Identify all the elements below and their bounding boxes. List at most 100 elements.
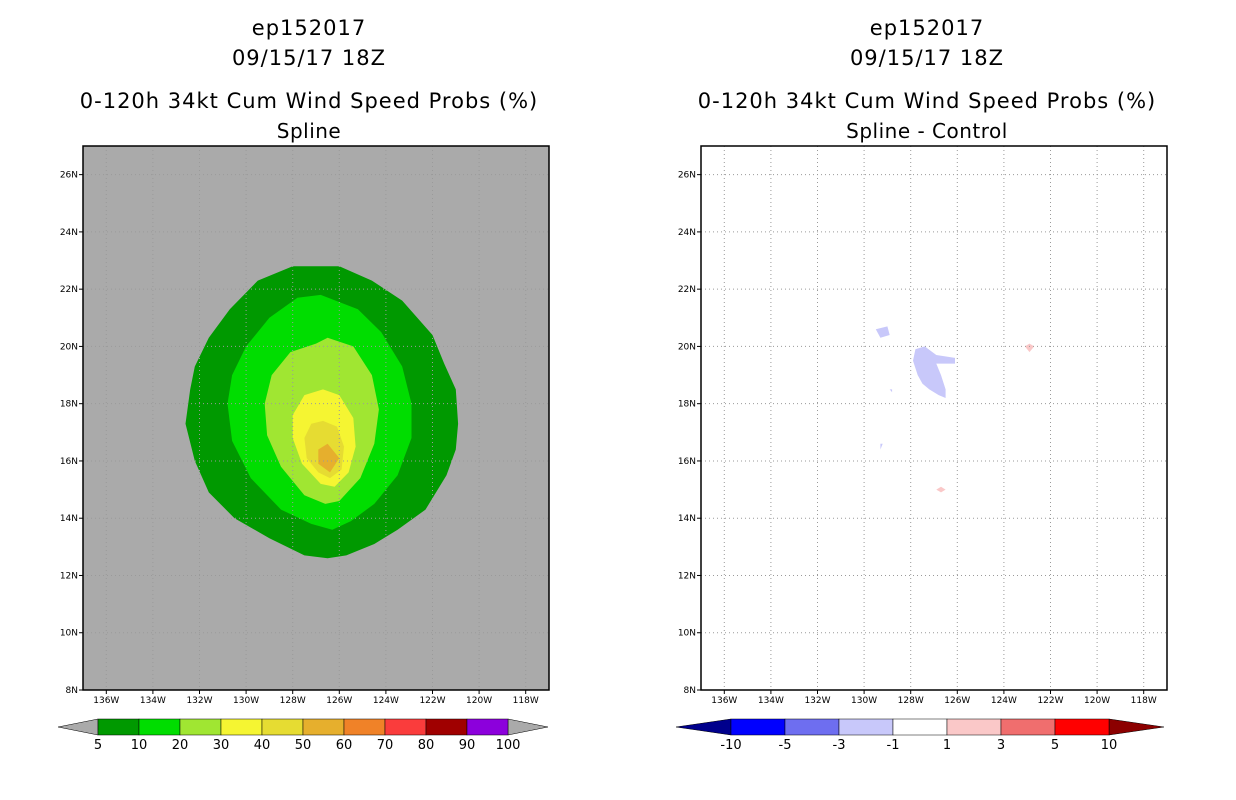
colorbar-label: 3 xyxy=(997,738,1005,753)
y-tick-label: 18N xyxy=(60,400,78,410)
colorbar-label: 10 xyxy=(131,738,148,753)
y-tick-label: 24N xyxy=(60,228,78,238)
colorbar-arrow-high xyxy=(507,718,549,736)
datetime-label: 09/15/17 18Z xyxy=(849,46,1005,70)
colorbar-swatch xyxy=(179,718,222,736)
colorbar-swatch xyxy=(384,718,427,736)
colorbar-label: -1 xyxy=(887,738,900,753)
y-tick-label: 20N xyxy=(60,342,78,352)
x-tick-label: 120W xyxy=(466,696,492,706)
y-tick-label: 24N xyxy=(678,228,696,238)
y-tick-label: 8N xyxy=(684,686,696,696)
difference-map: 136W 134W 132W 130W 128W 126W 124W 122W 120W 118W… xyxy=(675,145,1168,753)
chart-title: 0-120h 34kt Cum Wind Speed Probs (%) xyxy=(697,89,1157,113)
colorbar-label: 20 xyxy=(172,738,189,753)
colorbar-label: -3 xyxy=(833,738,846,753)
colorbar-swatch xyxy=(97,718,140,736)
colorbar-swatch xyxy=(1000,718,1056,736)
colorbar-label: 90 xyxy=(459,738,476,753)
colorbar-label: 100 xyxy=(496,738,521,753)
y-tick-label: 12N xyxy=(60,571,78,581)
y-tick-label: 22N xyxy=(678,285,696,295)
plot-background xyxy=(701,146,1167,690)
x-tick-label: 134W xyxy=(140,696,166,706)
x-tick-label: 118W xyxy=(1131,696,1157,706)
contour-region-neg1 xyxy=(913,346,955,398)
x-tick-label: 124W xyxy=(991,696,1017,706)
colorbar-swatch xyxy=(261,718,304,736)
colorbar-swatch xyxy=(1054,718,1110,736)
colorbar-swatch xyxy=(138,718,181,736)
x-tick-label: 124W xyxy=(373,696,399,706)
colorbar-label: 60 xyxy=(336,738,353,753)
colorbar-label: 50 xyxy=(295,738,312,753)
chart-subtitle: Spline xyxy=(276,119,342,143)
colorbar-swatch xyxy=(784,718,840,736)
x-tick-label: 126W xyxy=(944,696,970,706)
colorbar-arrow-low xyxy=(57,718,99,736)
y-tick-label: 20N xyxy=(678,342,696,352)
colorbar-arrow-low xyxy=(675,718,732,736)
x-tick-label: 120W xyxy=(1084,696,1110,706)
plot-frame xyxy=(700,145,1168,691)
colorbar-label: 5 xyxy=(94,738,102,753)
colorbar-label: -5 xyxy=(779,738,792,753)
x-tick-label: 132W xyxy=(186,696,212,706)
colorbar-swatch xyxy=(730,718,786,736)
colorbar-arrow-high xyxy=(1108,718,1165,736)
x-tick-label: 136W xyxy=(711,696,737,706)
colorbar-swatch xyxy=(343,718,386,736)
y-tick-label: 26N xyxy=(678,171,696,181)
contour-region-1 xyxy=(1024,343,1035,353)
x-tick-label: 134W xyxy=(758,696,784,706)
y-tick-label: 22N xyxy=(60,285,78,295)
x-tick-label: 132W xyxy=(804,696,830,706)
x-tick-label: 126W xyxy=(326,696,352,706)
contour-region-1 xyxy=(936,486,946,493)
chart-title: 0-120h 34kt Cum Wind Speed Probs (%) xyxy=(79,89,539,113)
colorbar-label: 10 xyxy=(1101,738,1118,753)
colorbar-swatch xyxy=(946,718,1002,736)
y-tick-label: 16N xyxy=(678,457,696,467)
colorbar-label: 30 xyxy=(213,738,230,753)
y-tick-label: 14N xyxy=(678,514,696,524)
x-tick-label: 136W xyxy=(93,696,119,706)
colorbar-swatch xyxy=(425,718,468,736)
x-tick-label: 130W xyxy=(233,696,259,706)
colorbar-label: 1 xyxy=(943,738,951,753)
colorbar-swatch xyxy=(220,718,263,736)
storm-id-label: ep152017 xyxy=(869,16,985,40)
colorbar-swatch xyxy=(838,718,894,736)
colorbar-label: -10 xyxy=(720,738,741,753)
panel-difference: ep152017 09/15/17 18Z 0-120h 34kt Cum Wi… xyxy=(618,0,1236,800)
y-tick-label: 10N xyxy=(678,629,696,639)
y-tick-label: 18N xyxy=(678,400,696,410)
contour-region-neg1 xyxy=(880,443,883,450)
x-tick-label: 128W xyxy=(898,696,924,706)
y-tick-label: 14N xyxy=(60,514,78,524)
y-tick-label: 26N xyxy=(60,171,78,181)
colorbar-swatch xyxy=(302,718,345,736)
plot-frame xyxy=(82,145,550,691)
colorbar-label: 70 xyxy=(377,738,394,753)
y-tick-label: 16N xyxy=(60,457,78,467)
probability-map: 136W 134W 132W 130W 128W 126W 124W 122W 120W 118W… xyxy=(57,145,550,753)
y-tick-label: 12N xyxy=(678,571,696,581)
x-tick-label: 118W xyxy=(513,696,539,706)
colorbar-label: 80 xyxy=(418,738,435,753)
contour-region-neg1 xyxy=(889,389,893,393)
chart-subtitle: Spline - Control xyxy=(846,119,1008,143)
colorbar-label: 40 xyxy=(254,738,271,753)
y-tick-label: 10N xyxy=(60,629,78,639)
y-tick-label: 8N xyxy=(66,686,78,696)
x-tick-label: 130W xyxy=(851,696,877,706)
contour-region-50 xyxy=(318,443,340,473)
x-tick-label: 128W xyxy=(280,696,306,706)
colorbar-label: 5 xyxy=(1051,738,1059,753)
storm-id-label: ep152017 xyxy=(251,16,367,40)
colorbar-swatch xyxy=(466,718,509,736)
x-tick-label: 122W xyxy=(419,696,445,706)
datetime-label: 09/15/17 18Z xyxy=(231,46,387,70)
colorbar-swatch xyxy=(892,718,948,736)
x-tick-label: 122W xyxy=(1037,696,1063,706)
